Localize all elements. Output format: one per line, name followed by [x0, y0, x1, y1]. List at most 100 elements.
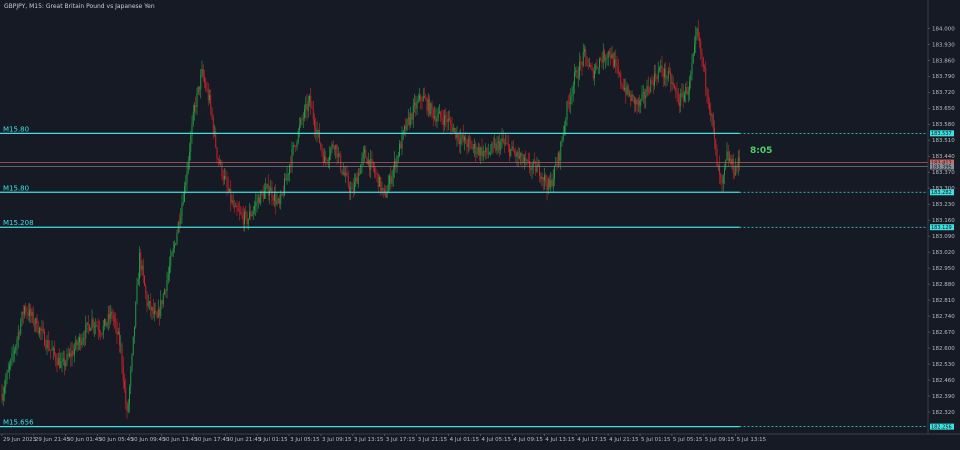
candle-body: [200, 75, 202, 90]
candle-body: [434, 116, 435, 118]
candle-body: [254, 206, 255, 211]
candle-body: [227, 186, 229, 191]
candle-body: [407, 117, 409, 120]
candle-body: [621, 83, 623, 86]
candle-body: [10, 359, 12, 366]
candle-body: [611, 53, 613, 59]
candle-body: [57, 357, 59, 366]
candle-body: [397, 156, 399, 157]
candle-body: [189, 151, 190, 161]
candle-body: [277, 198, 279, 201]
candle-body: [675, 87, 677, 91]
candle-body: [325, 156, 327, 160]
candle-body: [477, 147, 479, 153]
candle-body: [489, 153, 490, 155]
candle-body: [355, 177, 357, 182]
candle-body: [56, 360, 58, 366]
candle-body: [437, 113, 439, 118]
candle-body: [387, 184, 389, 193]
candle-body: [462, 134, 464, 141]
candle-body: [295, 145, 297, 147]
y-tick-label: 183.580: [932, 122, 955, 128]
candle-body: [606, 57, 608, 59]
candle-body: [67, 354, 69, 357]
candle-body: [95, 325, 97, 327]
candle-body: [209, 95, 210, 101]
candle-body: [625, 87, 627, 95]
candle-body: [46, 340, 48, 349]
candle-body: [4, 387, 5, 394]
candle-body: [686, 86, 688, 95]
candle-body: [734, 173, 735, 176]
candle-body: [211, 108, 213, 118]
candle-body: [411, 113, 413, 120]
candle-body: [706, 87, 708, 95]
level-label: M15.656: [3, 419, 34, 427]
candle-body: [357, 173, 359, 184]
y-tick-label: 182.390: [932, 394, 955, 400]
candle-body: [587, 65, 589, 67]
candle-body: [400, 143, 402, 149]
candle-body: [382, 188, 384, 190]
candle-body: [429, 99, 430, 115]
candle-body: [546, 182, 548, 190]
price-line-badge: [930, 163, 954, 170]
y-tick-label: 183.160: [932, 218, 955, 224]
candle-body: [284, 178, 285, 195]
candle-body: [676, 90, 678, 94]
x-tick-label: 5 Jul 05:15: [673, 437, 703, 443]
candle-body: [491, 143, 493, 152]
candle-body: [251, 213, 253, 216]
candle-body: [330, 148, 332, 156]
candle-body: [690, 74, 692, 82]
candle-body: [87, 322, 89, 326]
candle-body: [41, 329, 43, 331]
level-badge-label: 182.256: [931, 424, 952, 430]
candle-body: [37, 331, 39, 334]
candle-body: [106, 322, 108, 327]
candle-body: [217, 158, 219, 160]
candle-body: [617, 67, 619, 74]
candle-body: [144, 275, 145, 286]
candle-body: [626, 85, 628, 95]
candle-body: [669, 70, 670, 73]
x-tick-label: 30 Jun 09:45: [131, 437, 166, 443]
candle-body: [612, 53, 614, 67]
x-tick-label: 30 Jun 01:45: [67, 437, 102, 443]
level-label: M15.208: [3, 219, 34, 227]
candle-body: [171, 252, 173, 257]
candle-body: [482, 150, 484, 157]
candle-body: [285, 178, 287, 181]
candle-body: [396, 156, 398, 168]
candle-body: [156, 312, 158, 318]
candle-body: [322, 152, 324, 163]
y-tick-label: 183.090: [932, 234, 955, 240]
candle-body: [692, 53, 694, 63]
candle-body: [24, 306, 25, 315]
level-label: M15.80: [3, 125, 29, 133]
candle-body: [327, 160, 329, 162]
candle-body: [60, 361, 62, 369]
candle-body: [344, 172, 345, 176]
candle-body: [339, 153, 340, 155]
candle-body: [710, 109, 712, 116]
candle-body: [160, 300, 162, 317]
candle-body: [485, 147, 487, 152]
candle-body: [454, 128, 455, 130]
candle-body: [137, 279, 139, 285]
candle-body: [474, 144, 475, 148]
candle-body: [275, 193, 277, 205]
candle-body: [414, 102, 415, 106]
candle-body: [731, 158, 733, 165]
candle-body: [499, 141, 500, 151]
candle-body: [194, 105, 195, 112]
candle-body: [294, 144, 295, 146]
candle-body: [456, 133, 458, 138]
candle-body: [309, 95, 310, 102]
candle-body: [90, 328, 92, 331]
y-tick-label: 183.790: [932, 74, 955, 80]
candle-body: [510, 149, 512, 156]
level-badge: [930, 224, 954, 231]
candle-body: [242, 214, 244, 224]
candle-body: [127, 403, 129, 412]
